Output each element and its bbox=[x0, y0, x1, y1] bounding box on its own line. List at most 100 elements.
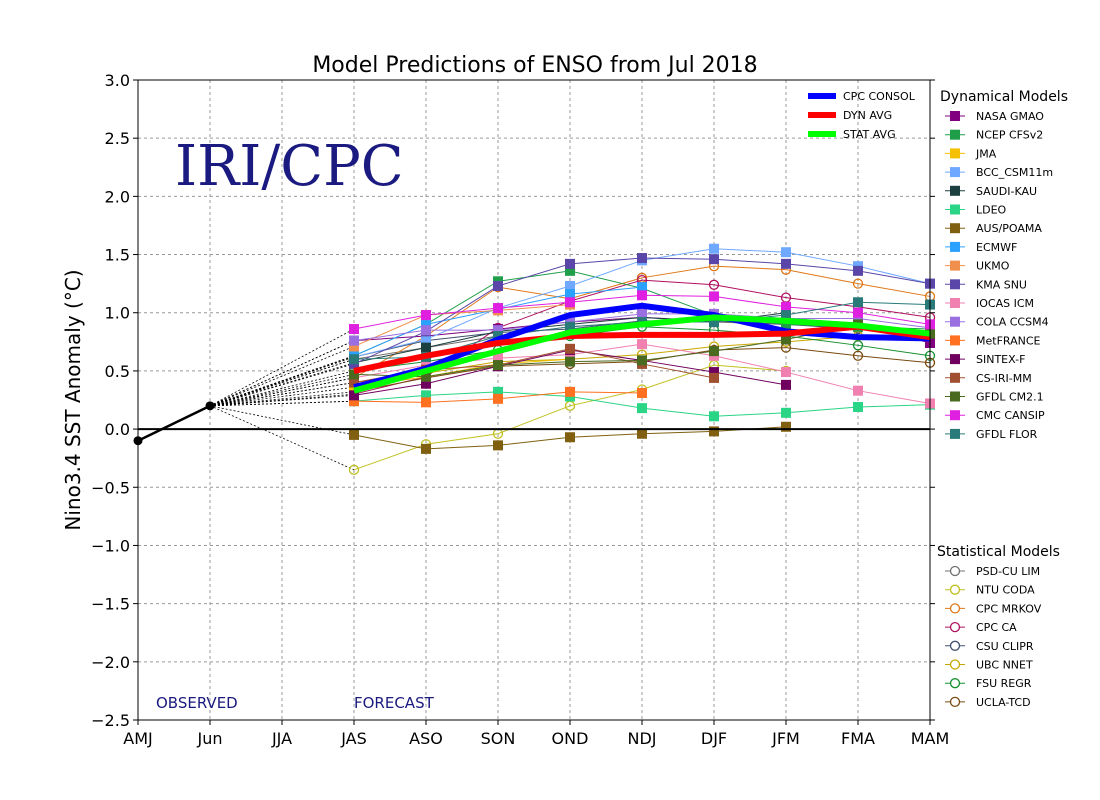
fan-line bbox=[209, 400, 355, 407]
dynamical-legend-label: CS-IRI-MM bbox=[976, 372, 1032, 385]
statistical-legend-label: PSD-CU LIM bbox=[976, 565, 1040, 578]
dynamical-point bbox=[493, 386, 503, 397]
dynamical-point bbox=[421, 319, 431, 330]
chart-title: Model Predictions of ENSO from Jul 2018 bbox=[312, 53, 757, 78]
dynamical-legend-label: COLA CCSM4 bbox=[976, 316, 1049, 329]
watermark: IRI/CPC bbox=[175, 134, 404, 199]
dynamical-point bbox=[349, 341, 359, 352]
y-tick-label: 3.0 bbox=[105, 71, 130, 90]
dynamical-point bbox=[853, 265, 863, 276]
dynamical-legend-label: BCC_CSM11m bbox=[976, 166, 1053, 179]
fan-line bbox=[209, 346, 355, 407]
observed-line bbox=[137, 404, 211, 442]
dynamical-point bbox=[853, 313, 863, 324]
statistical-point bbox=[852, 350, 864, 361]
dynamical-point bbox=[709, 411, 719, 422]
dynamical-point bbox=[349, 354, 359, 365]
y-tick-label: 1.5 bbox=[105, 246, 130, 265]
dynamical-legend-marker bbox=[950, 148, 960, 159]
x-tick-label: JJA bbox=[271, 729, 292, 748]
x-tick-label: MAM bbox=[911, 729, 950, 748]
dynamical-point bbox=[421, 397, 431, 408]
dynamical-point bbox=[349, 390, 359, 401]
statistical-point bbox=[708, 279, 720, 290]
dynamical-point bbox=[565, 297, 575, 308]
dynamical-point bbox=[565, 343, 575, 354]
fan-line bbox=[209, 377, 355, 407]
consensus-series-line bbox=[353, 323, 931, 374]
dynamical-point bbox=[853, 307, 863, 318]
dynamical-point bbox=[421, 371, 431, 382]
dynamical-point bbox=[637, 339, 647, 350]
dynamical-legend-label: CMC CANSIP bbox=[976, 409, 1045, 422]
dynamical-point bbox=[637, 403, 647, 414]
dynamical-legend-label: JMA bbox=[975, 147, 997, 160]
dynamical-point bbox=[349, 335, 359, 346]
dynamical-legend-label: NCEP CFSv2 bbox=[976, 129, 1043, 142]
y-tick-label: −2.5 bbox=[91, 711, 130, 730]
dynamical-legend: NASA GMAO NCEP CFSv2 JMA BCC_CSM11m SAUDI-KA… bbox=[945, 110, 1053, 441]
statistical-legend-label: CPC MRKOV bbox=[976, 602, 1042, 615]
dynamical-point bbox=[709, 346, 719, 357]
x-tick-label: ASO bbox=[409, 729, 443, 748]
dynamical-point bbox=[781, 379, 791, 390]
dynamical-point bbox=[565, 356, 575, 367]
dynamical-point bbox=[493, 331, 503, 341]
dynamical-point bbox=[781, 407, 791, 418]
dynamical-legend-marker bbox=[950, 167, 960, 178]
fan-line bbox=[209, 374, 355, 407]
dynamical-legend-marker bbox=[950, 316, 960, 327]
statistical-legend-label: UBC NNET bbox=[976, 659, 1033, 672]
dynamical-point bbox=[565, 321, 575, 332]
y-axis-label: Nino3.4 SST Anomaly (°C) bbox=[61, 269, 85, 530]
dynamical-legend-marker bbox=[950, 428, 960, 439]
dynamical-point bbox=[637, 428, 647, 439]
dynamical-point bbox=[781, 258, 791, 269]
y-tick-label: −1.0 bbox=[91, 536, 130, 555]
dynamical-point bbox=[349, 429, 359, 440]
dynamical-legend-label: SAUDI-KAU bbox=[976, 185, 1037, 198]
y-tick-label: 0.0 bbox=[105, 420, 130, 439]
dynamical-point bbox=[853, 401, 863, 412]
x-tick-label: DJF bbox=[701, 729, 727, 748]
dynamical-point bbox=[493, 353, 503, 364]
statistical-legend-label: NTU CODA bbox=[976, 584, 1035, 597]
dynamical-point bbox=[853, 297, 863, 308]
dynamical-point bbox=[565, 289, 575, 300]
dynamical-point bbox=[493, 440, 503, 451]
consensus-legend-label: STAT AVG bbox=[843, 128, 896, 141]
x-tick-label: OND bbox=[552, 729, 589, 748]
fan-line bbox=[209, 370, 355, 407]
dynamical-legend-marker bbox=[950, 129, 960, 140]
dynamical-legend-label: GFDL FLOR bbox=[976, 428, 1038, 441]
dynamical-point bbox=[421, 378, 431, 389]
dynamical-point bbox=[781, 319, 791, 330]
dynamical-point bbox=[637, 290, 647, 301]
statistical-point bbox=[348, 464, 360, 475]
statistical-point bbox=[852, 340, 864, 351]
dynamical-point bbox=[781, 367, 791, 378]
dynamical-legend-label: UKMO bbox=[976, 260, 1010, 273]
dynamical-legend-marker bbox=[950, 185, 960, 196]
dynamical-point bbox=[781, 421, 791, 432]
dynamical-point bbox=[421, 443, 431, 454]
dynamical-point bbox=[349, 324, 359, 335]
consensus-legend-label: CPC CONSOL bbox=[843, 90, 916, 103]
y-tick-label: −0.5 bbox=[91, 478, 130, 497]
dynamical-point bbox=[709, 426, 719, 437]
statistical-legend-marker bbox=[949, 659, 961, 670]
fan-line bbox=[209, 363, 355, 407]
dynamical-point bbox=[565, 265, 575, 276]
dynamical-legend-marker bbox=[950, 279, 960, 290]
fan-line bbox=[209, 405, 355, 436]
dynamical-point bbox=[565, 432, 575, 443]
statistical-legend-header: Statistical Models bbox=[937, 544, 1060, 560]
consensus-legend: CPC CONSOL DYN AVG STAT AVG bbox=[808, 90, 916, 141]
statistical-legend: PSD-CU LIM NTU CODA CPC MRKOV CPC CA CSU CLI… bbox=[945, 565, 1042, 709]
dynamical-point bbox=[709, 372, 719, 383]
dynamical-point bbox=[709, 291, 719, 302]
dynamical-point bbox=[709, 367, 719, 378]
x-tick-label: Jun bbox=[197, 729, 223, 748]
dynamical-point bbox=[421, 390, 431, 401]
plot-frame bbox=[137, 79, 931, 721]
